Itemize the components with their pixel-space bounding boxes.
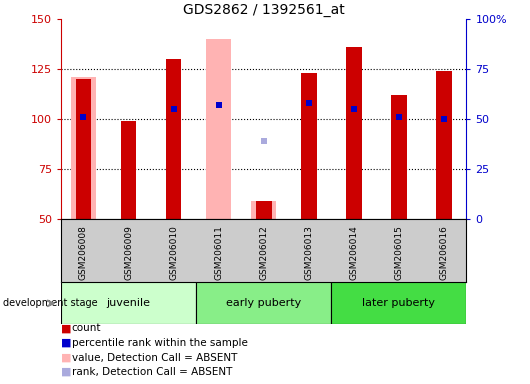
Bar	[166, 59, 181, 219]
Text: later puberty: later puberty	[363, 298, 435, 308]
Bar	[256, 201, 271, 219]
Text: juvenile: juvenile	[107, 298, 151, 308]
Text: ■: ■	[61, 353, 72, 362]
Text: GSM206010: GSM206010	[169, 225, 178, 280]
Point	[169, 106, 178, 112]
Text: GSM206009: GSM206009	[124, 225, 133, 280]
Text: rank, Detection Call = ABSENT: rank, Detection Call = ABSENT	[72, 367, 232, 377]
Title: GDS2862 / 1392561_at: GDS2862 / 1392561_at	[183, 3, 344, 17]
Text: GSM206011: GSM206011	[214, 225, 223, 280]
Text: count: count	[72, 323, 101, 333]
Bar	[346, 47, 361, 219]
Bar	[196, 282, 331, 324]
Point	[80, 114, 88, 120]
Text: percentile rank within the sample: percentile rank within the sample	[72, 338, 248, 348]
Point	[394, 114, 403, 120]
Text: ■: ■	[61, 323, 72, 333]
Text: ■: ■	[61, 367, 72, 377]
Bar	[436, 71, 452, 219]
Bar	[301, 73, 316, 219]
Text: GSM206012: GSM206012	[259, 225, 268, 280]
Bar	[206, 39, 231, 219]
Point	[214, 102, 223, 108]
Text: value, Detection Call = ABSENT: value, Detection Call = ABSENT	[72, 353, 237, 362]
Text: early puberty: early puberty	[226, 298, 301, 308]
Point	[259, 138, 268, 144]
Text: development stage: development stage	[3, 298, 98, 308]
Bar	[331, 282, 466, 324]
Bar	[121, 121, 136, 219]
Bar	[71, 77, 96, 219]
Text: GSM206014: GSM206014	[349, 225, 358, 280]
Text: GSM206013: GSM206013	[304, 225, 313, 280]
Bar	[61, 282, 196, 324]
Text: GSM206016: GSM206016	[439, 225, 448, 280]
Text: ■: ■	[61, 338, 72, 348]
Text: GSM206015: GSM206015	[394, 225, 403, 280]
Point	[304, 100, 313, 106]
Bar	[251, 201, 276, 219]
Text: GSM206008: GSM206008	[79, 225, 88, 280]
Bar	[391, 95, 407, 219]
Bar	[76, 79, 91, 219]
Point	[440, 116, 448, 122]
Point	[350, 106, 358, 112]
